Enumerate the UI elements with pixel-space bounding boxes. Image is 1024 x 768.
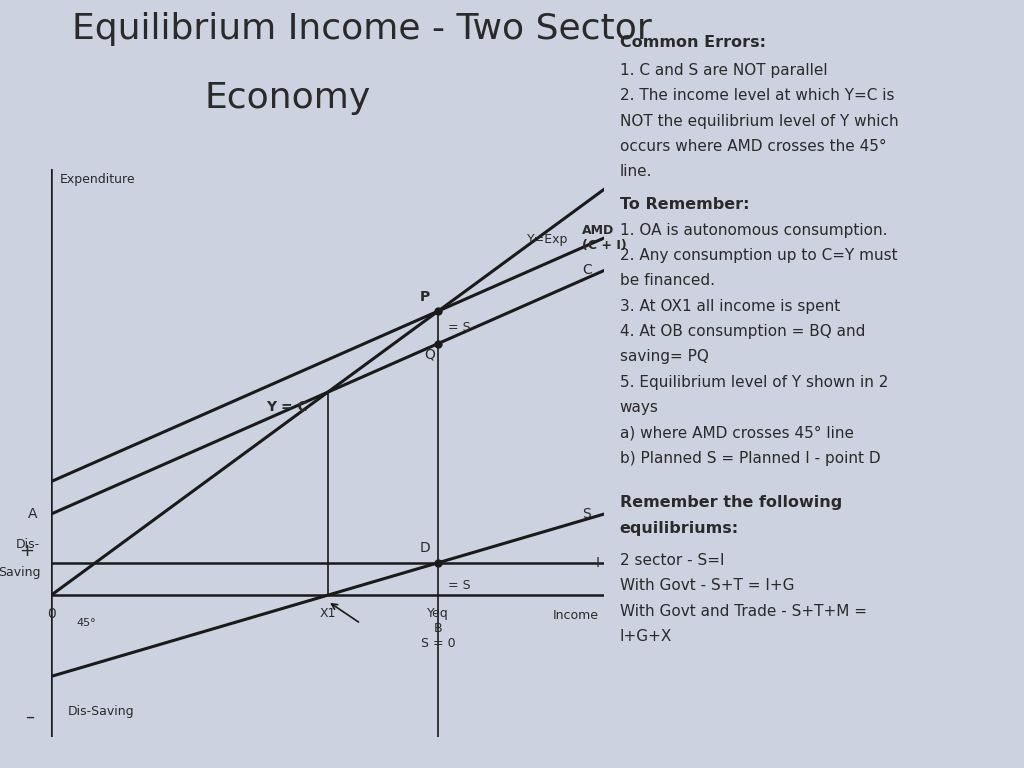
Text: Y=Exp: Y=Exp <box>526 233 568 246</box>
Text: –: – <box>26 708 35 726</box>
Text: Expenditure: Expenditure <box>59 173 135 186</box>
Text: AMD
(C + I): AMD (C + I) <box>582 224 627 252</box>
Text: I+G+X: I+G+X <box>620 629 672 644</box>
Text: Income: Income <box>553 610 599 622</box>
Text: +: + <box>19 541 35 560</box>
Text: NOT the equilibrium level of Y which: NOT the equilibrium level of Y which <box>620 114 898 129</box>
Text: ways: ways <box>620 400 658 415</box>
Text: = S: = S <box>449 578 471 591</box>
Text: equilibriums:: equilibriums: <box>620 521 738 536</box>
Text: Equilibrium Income - Two Sector: Equilibrium Income - Two Sector <box>72 12 651 45</box>
Text: Dis-Saving: Dis-Saving <box>68 705 134 718</box>
Text: S: S <box>582 507 591 521</box>
Text: 5. Equilibrium level of Y shown in 2: 5. Equilibrium level of Y shown in 2 <box>620 375 888 390</box>
Text: saving= PQ: saving= PQ <box>620 349 709 365</box>
Text: occurs where AMD crosses the 45°: occurs where AMD crosses the 45° <box>620 139 886 154</box>
Text: To Remember:: To Remember: <box>620 197 749 213</box>
Text: D: D <box>419 541 430 555</box>
Text: Dis-: Dis- <box>16 538 40 551</box>
Text: Common Errors:: Common Errors: <box>620 35 766 50</box>
Text: a) where AMD crosses 45° line: a) where AMD crosses 45° line <box>620 425 854 441</box>
Text: be financed.: be financed. <box>620 273 715 289</box>
Text: With Govt - S+T = I+G: With Govt - S+T = I+G <box>620 578 794 594</box>
Text: P: P <box>420 290 430 303</box>
Text: Saving: Saving <box>0 566 40 579</box>
Text: A: A <box>28 507 38 521</box>
Text: 2. Any consumption up to C=Y must: 2. Any consumption up to C=Y must <box>620 248 897 263</box>
Text: Yeq
B
S = 0: Yeq B S = 0 <box>421 607 456 650</box>
Text: Economy: Economy <box>205 81 371 114</box>
Text: line.: line. <box>620 164 652 180</box>
Text: X1: X1 <box>319 607 336 620</box>
Text: Q: Q <box>425 348 435 362</box>
Text: C: C <box>582 263 592 277</box>
Text: 2. The income level at which Y=C is: 2. The income level at which Y=C is <box>620 88 894 104</box>
Text: Remember the following: Remember the following <box>620 495 842 511</box>
Text: 0: 0 <box>47 607 55 621</box>
Text: 45°: 45° <box>76 617 95 627</box>
Text: 2 sector - S=I: 2 sector - S=I <box>620 553 724 568</box>
Text: = S: = S <box>449 321 471 334</box>
Text: 1. C and S are NOT parallel: 1. C and S are NOT parallel <box>620 63 827 78</box>
Text: Y = C: Y = C <box>266 400 308 415</box>
Text: With Govt and Trade - S+T+M =: With Govt and Trade - S+T+M = <box>620 604 866 619</box>
Text: 4. At OB consumption = BQ and: 4. At OB consumption = BQ and <box>620 324 865 339</box>
Text: 3. At OX1 all income is spent: 3. At OX1 all income is spent <box>620 299 840 314</box>
Text: b) Planned S = Planned I - point D: b) Planned S = Planned I - point D <box>620 451 881 466</box>
Text: 1. OA is autonomous consumption.: 1. OA is autonomous consumption. <box>620 223 887 238</box>
Text: I: I <box>596 556 600 570</box>
